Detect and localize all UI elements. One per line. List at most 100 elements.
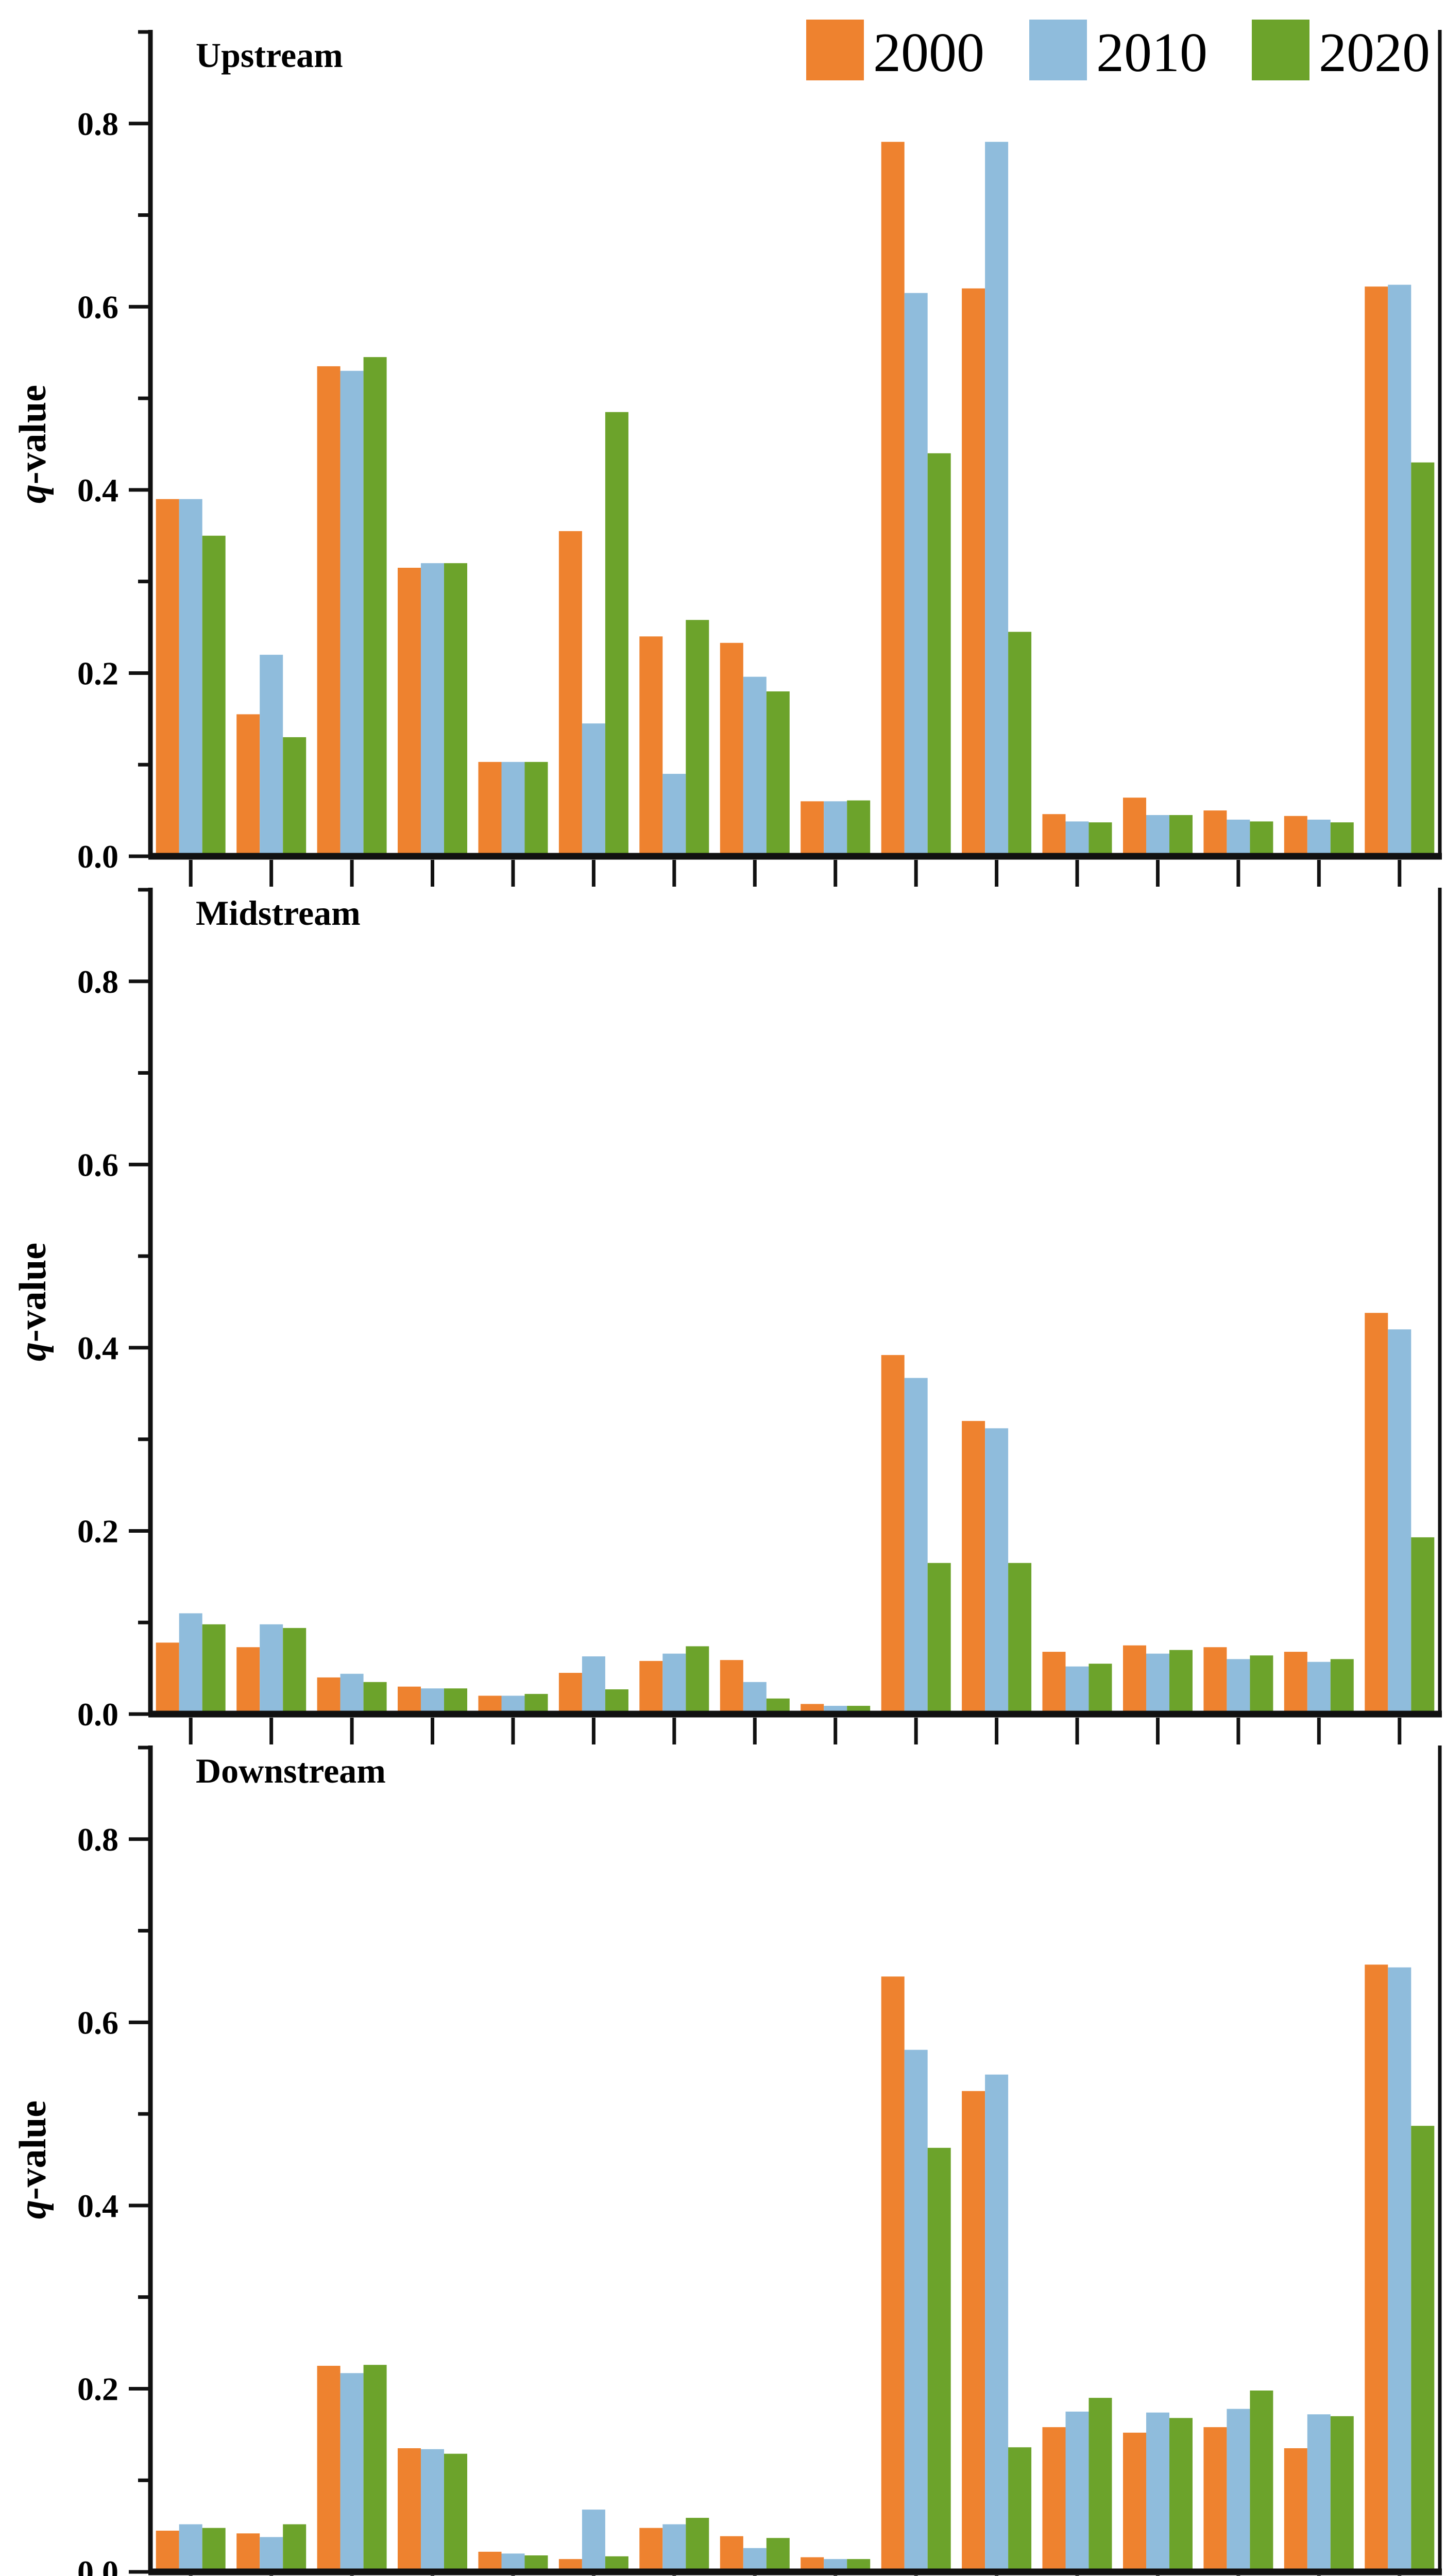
bar-downstream-GDP-2000 — [639, 2528, 663, 2572]
bar-midstream-PEL-2020 — [1411, 1537, 1435, 1714]
bar-downstream-Slope-2000 — [398, 2448, 421, 2572]
bar-upstream-SHDI-2000 — [1203, 810, 1227, 856]
bar-upstream-DFR-2020 — [847, 800, 871, 856]
bar-downstream-HAI-2020 — [1008, 2447, 1032, 2572]
bar-upstream-Tem-2000 — [156, 499, 179, 856]
bar-midstream-HAI-2010 — [985, 1428, 1009, 1714]
legend-item-2000: 2000 — [806, 20, 984, 83]
bar-midstream-Tem-2010 — [179, 1613, 202, 1714]
y-axis-label-rest: -value — [12, 2100, 54, 2200]
bar-downstream-Pre-2010 — [260, 2537, 283, 2572]
y-tick-label-0.6: 0.6 — [77, 2004, 118, 2041]
bar-downstream-Elevation-2010 — [340, 2373, 364, 2572]
bar-upstream-NDVI-2020 — [605, 412, 628, 856]
bar-midstream-HAI-2020 — [1008, 1563, 1032, 1714]
bar-downstream-GDP-2010 — [662, 2524, 686, 2572]
bar-downstream-Pre-2020 — [283, 2524, 307, 2572]
bar-downstream-PEL-2010 — [1388, 1967, 1411, 2572]
y-axis-label: q-value — [12, 385, 54, 503]
bar-midstream-HAI-2000 — [962, 1421, 985, 1714]
bar-midstream-LSI-2010 — [1307, 1662, 1331, 1714]
bar-downstream-POP-2000 — [720, 2536, 743, 2572]
bar-downstream-Elevation-2000 — [317, 2366, 341, 2572]
y-axis-label: q-value — [12, 2100, 54, 2219]
y-tick-label-0.6: 0.6 — [77, 1146, 118, 1183]
panel-upstream: 0.0 0.2 0.4 0.6 0.8 Upstream q-value — [12, 30, 1442, 887]
bar-downstream-SHDI-2000 — [1203, 2427, 1227, 2572]
bar-upstream-Elevation-2020 — [363, 357, 387, 856]
bar-midstream-LSI-2000 — [1284, 1652, 1307, 1714]
y-tick-label-0.4: 0.4 — [77, 1330, 118, 1366]
y-tick-label-0.2: 0.2 — [77, 2370, 118, 2407]
y-tick-label-0.6: 0.6 — [77, 289, 118, 325]
bar-upstream-POP-2020 — [766, 691, 790, 856]
y-tick-label-0.8: 0.8 — [77, 1821, 118, 1858]
bar-upstream-Pre-2010 — [260, 654, 283, 856]
bar-midstream-Pre-2000 — [236, 1647, 260, 1714]
bar-upstream-LA-2000 — [881, 142, 905, 856]
bar-upstream-PEL-2010 — [1388, 284, 1411, 857]
bar-upstream-Soil erosion-2010 — [501, 761, 525, 856]
bar-upstream-LA-2020 — [927, 453, 951, 856]
bar-upstream-Division-2010 — [1065, 821, 1089, 856]
y-tick-label-0.8: 0.8 — [77, 963, 118, 1000]
legend: 2000 2010 2020 — [806, 20, 1430, 83]
bar-midstream-GDP-2000 — [639, 1660, 663, 1714]
bar-downstream-CONTAG-2010 — [1146, 2412, 1169, 2572]
bar-upstream-Elevation-2010 — [340, 370, 364, 856]
bar-downstream-PEL-2020 — [1411, 2126, 1435, 2572]
bar-midstream-SHDI-2020 — [1250, 1655, 1273, 1714]
bar-upstream-POP-2010 — [743, 676, 767, 856]
bar-midstream-CONTAG-2010 — [1146, 1653, 1169, 1714]
bar-downstream-LSI-2000 — [1284, 2448, 1307, 2572]
bar-downstream-GDP-2020 — [686, 2518, 709, 2572]
bar-downstream-Soil erosion-2000 — [478, 2551, 502, 2572]
bar-upstream-GDP-2000 — [639, 636, 663, 856]
bar-upstream-HAI-2010 — [985, 142, 1009, 856]
bar-upstream-CONTAG-2010 — [1146, 815, 1169, 856]
bar-midstream-GDP-2020 — [686, 1646, 709, 1714]
bar-downstream-SHDI-2020 — [1250, 2391, 1273, 2572]
bar-upstream-PEL-2000 — [1365, 286, 1388, 857]
bar-midstream-Division-2020 — [1088, 1664, 1112, 1714]
bar-upstream-SHDI-2020 — [1250, 821, 1273, 856]
bar-downstream-Tem-2010 — [179, 2524, 202, 2572]
y-tick-label-0.8: 0.8 — [77, 106, 118, 142]
panel-title-upstream: Upstream — [196, 36, 343, 75]
legend-item-2010: 2010 — [1029, 20, 1207, 83]
bar-downstream-LSI-2020 — [1330, 2416, 1354, 2572]
legend-swatch-2020-icon — [1252, 20, 1309, 80]
bar-upstream-Slope-2020 — [444, 563, 467, 856]
legend-swatch-2010-icon — [1029, 20, 1087, 80]
bar-downstream-LA-2020 — [927, 2147, 951, 2572]
bar-midstream-Pre-2010 — [260, 1624, 283, 1714]
bar-midstream-POP-2000 — [720, 1660, 743, 1714]
bar-midstream-GDP-2010 — [662, 1653, 686, 1714]
bar-midstream-PEL-2000 — [1365, 1313, 1388, 1714]
bar-upstream-Tem-2020 — [202, 535, 226, 856]
bar-downstream-Elevation-2020 — [363, 2365, 387, 2572]
bar-upstream-CONTAG-2000 — [1123, 798, 1146, 856]
bar-upstream-Elevation-2000 — [317, 366, 341, 856]
legend-swatch-2000-icon — [806, 20, 864, 80]
y-tick-label-0.2: 0.2 — [77, 655, 118, 691]
y-tick-label-0.0: 0.0 — [77, 838, 118, 875]
bar-midstream-Elevation-2010 — [340, 1673, 364, 1714]
bar-downstream-SHDI-2010 — [1227, 2409, 1250, 2572]
bar-midstream-Slope-2010 — [421, 1688, 444, 1714]
bar-upstream-Tem-2010 — [179, 499, 202, 856]
legend-label-2020: 2020 — [1319, 22, 1430, 83]
bar-midstream-Division-2010 — [1065, 1666, 1089, 1714]
bar-upstream-GDP-2020 — [686, 620, 709, 856]
y-axis-label: q-value — [12, 1243, 54, 1361]
y-tick-label-0.4: 0.4 — [77, 2188, 118, 2224]
bar-midstream-LSI-2020 — [1330, 1659, 1354, 1714]
y-axis-label-rest: -value — [12, 385, 54, 484]
bar-upstream-Division-2000 — [1042, 814, 1066, 856]
bar-upstream-Pre-2000 — [236, 714, 260, 856]
bar-downstream-LA-2010 — [904, 2049, 928, 2572]
bar-upstream-PEL-2020 — [1411, 462, 1435, 856]
bar-upstream-POP-2000 — [720, 642, 743, 856]
bar-midstream-Tem-2000 — [156, 1642, 179, 1714]
